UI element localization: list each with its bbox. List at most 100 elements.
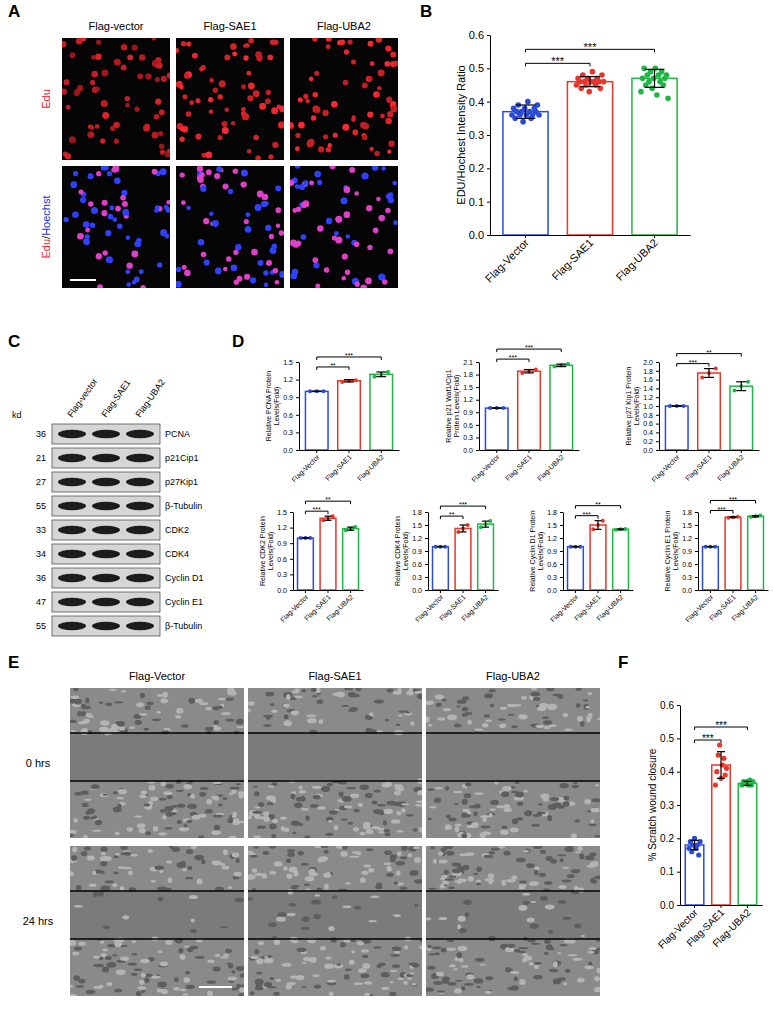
cell: [302, 689, 307, 692]
cell: [179, 989, 186, 991]
cell: [78, 721, 87, 724]
error-cap: [302, 538, 309, 539]
cell: [537, 803, 542, 805]
scratch-image: [426, 688, 600, 838]
cell: [553, 961, 558, 967]
cell: [531, 688, 538, 690]
error-cap: [556, 363, 566, 364]
protein-label: p21Cip1: [165, 453, 199, 463]
tick-mark: [741, 450, 742, 453]
tick-mark: [296, 380, 299, 381]
data-point: [379, 372, 383, 376]
cell: [264, 958, 274, 963]
nucleus: [334, 231, 339, 236]
cell: [590, 852, 597, 856]
cell: [351, 950, 355, 953]
nucleus: [273, 40, 279, 46]
nucleus: [218, 94, 223, 99]
cell: [482, 723, 488, 728]
tick: 1.8: [463, 371, 479, 378]
data-point: [586, 89, 592, 95]
nucleus: [341, 276, 346, 281]
cell: [82, 803, 89, 807]
cell: [488, 851, 495, 855]
nucleus: [100, 138, 105, 143]
cell: [237, 726, 244, 728]
blot-band: [92, 598, 120, 606]
cell: [299, 785, 303, 789]
error-stem: [654, 69, 655, 87]
cell: [269, 846, 276, 849]
cell: [218, 803, 222, 807]
cell: [413, 828, 417, 832]
cell: [266, 795, 276, 800]
cell: [137, 823, 146, 828]
axis-line: [428, 513, 429, 591]
cell: [467, 720, 472, 725]
cell: [540, 896, 548, 901]
cell: [548, 948, 554, 951]
cell: [87, 716, 94, 718]
nucleus: [322, 110, 328, 116]
cell: [280, 817, 287, 820]
tick-label: 1.5: [463, 384, 473, 391]
cell: [385, 719, 390, 722]
cell: [86, 811, 91, 815]
cell: [346, 882, 351, 884]
cell: [374, 699, 384, 703]
cell: [102, 949, 107, 952]
cell: [167, 795, 173, 799]
tick-mark: [296, 415, 299, 416]
tick-mark: [656, 432, 659, 433]
cell: [109, 689, 117, 691]
cell: [475, 958, 485, 962]
image-background: [176, 166, 284, 288]
data-point: [641, 66, 647, 72]
cell: [151, 975, 160, 978]
cell: [321, 786, 330, 792]
y-axis: 0.00.30.60.91.21.5: [277, 509, 293, 594]
nucleus: [248, 83, 255, 90]
cell: [207, 980, 217, 983]
cell: [296, 947, 306, 952]
cell: [560, 858, 564, 862]
tick: 1.6: [643, 376, 659, 383]
cell: [329, 810, 338, 814]
tick: 1.8: [643, 368, 659, 375]
cell: [393, 914, 401, 917]
cell: [524, 810, 532, 816]
cell: [141, 990, 145, 994]
cell: [308, 869, 315, 875]
cell: [72, 847, 77, 852]
wound-edge: [426, 890, 600, 892]
nucleus: [351, 59, 356, 64]
cell: [523, 901, 530, 905]
cell: [303, 957, 310, 961]
nucleus: [181, 41, 186, 46]
cell: [176, 790, 184, 792]
data-point: [746, 380, 750, 384]
cell: [253, 835, 261, 838]
cell: [384, 850, 392, 855]
nucleus: [101, 210, 107, 216]
tick-mark: [425, 590, 428, 591]
nucleus: [246, 212, 251, 217]
protein-label: Cyclin E1: [165, 597, 203, 607]
tick: Flag-UBA2: [325, 590, 355, 623]
cell: [446, 851, 454, 856]
blot-band: [92, 502, 120, 510]
nucleus: [295, 184, 300, 189]
cell: [287, 852, 295, 857]
error-cap: [492, 408, 502, 409]
nucleus: [374, 151, 380, 157]
cell: [590, 861, 599, 866]
column-label: Flag-SAE1: [203, 20, 256, 32]
nucleus: [69, 52, 75, 58]
cell: [511, 985, 519, 990]
cell: [364, 981, 372, 984]
cell: [500, 830, 509, 835]
nucleus: [85, 228, 90, 233]
nucleus: [176, 281, 182, 288]
cell: [426, 917, 431, 920]
y-axis: 0.00.30.60.91.21.5: [283, 359, 299, 454]
